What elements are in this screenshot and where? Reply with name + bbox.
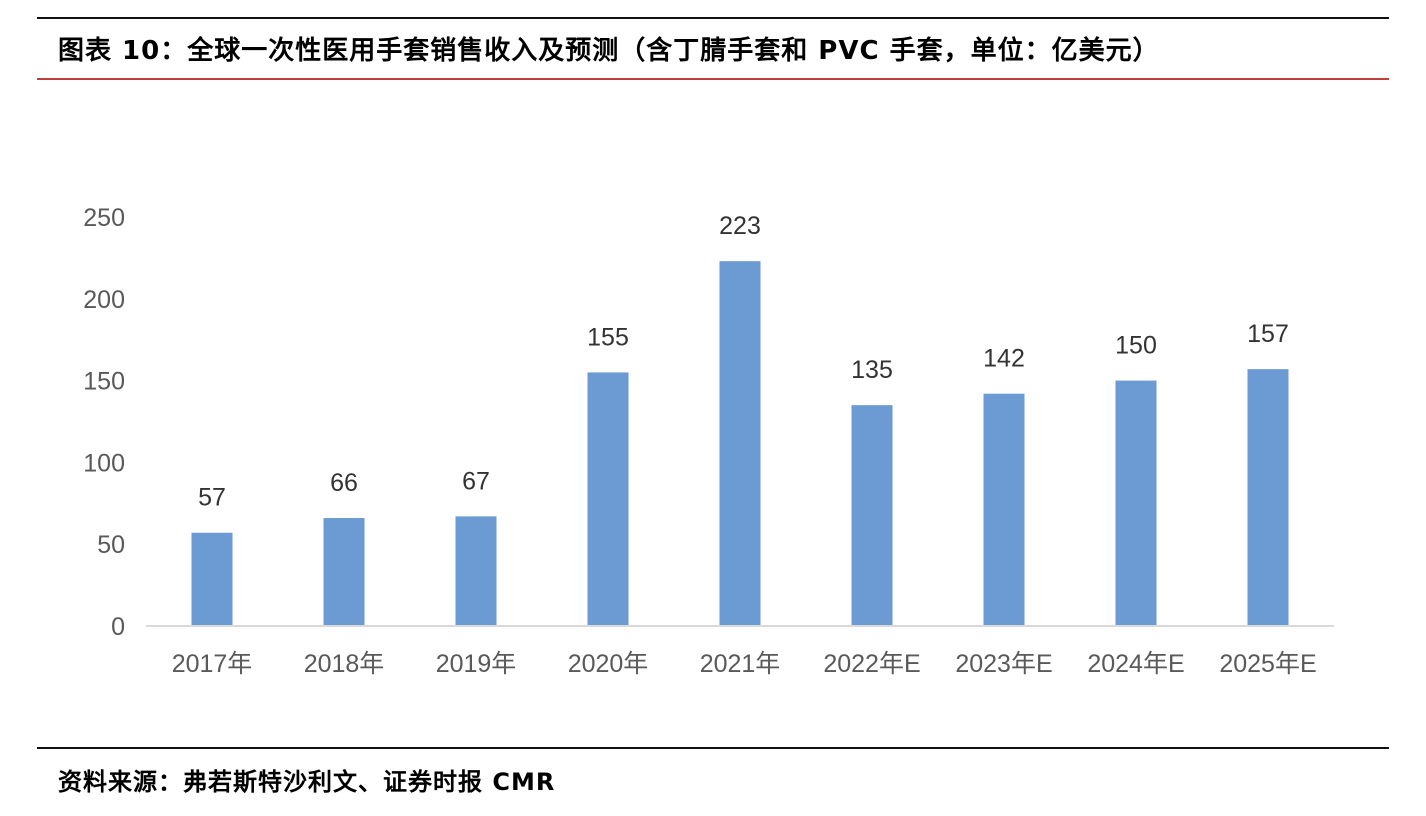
bar-data-labels: 57 66 67 155 223 135 142 150 157	[198, 212, 1289, 512]
x-axis-ticks: 2017年 2018年 2019年 2020年 2021年 2022年E 2023年E 202…	[172, 650, 1317, 678]
bar-value-label: 135	[851, 356, 893, 384]
x-tick-label: 2018年	[304, 650, 385, 678]
bar-value-label: 66	[330, 469, 358, 497]
bar-value-label: 57	[198, 484, 226, 512]
bar	[323, 518, 365, 626]
x-tick-label: 2020年	[568, 650, 649, 678]
bar	[1247, 369, 1289, 626]
bar	[1115, 380, 1157, 626]
bar-value-label: 157	[1247, 320, 1289, 348]
x-tick-label: 2024年E	[1087, 650, 1184, 678]
source-note: 资料来源：弗若斯特沙利文、证券时报 CMR	[58, 768, 556, 796]
x-tick-label: 2021年	[700, 650, 781, 678]
figure-title: 图表 10：全球一次性医用手套销售收入及预测（含丁腈手套和 PVC 手套，单位：…	[58, 36, 1160, 66]
bar	[191, 532, 233, 626]
bar-value-label: 67	[462, 467, 490, 495]
bar-value-label: 150	[1115, 332, 1157, 360]
bar	[587, 372, 629, 626]
title-underline	[37, 78, 1389, 80]
bottom-rule	[37, 747, 1389, 749]
y-tick-label: 100	[83, 449, 125, 477]
y-tick-label: 200	[83, 286, 125, 314]
y-tick-label: 50	[97, 531, 125, 559]
bar	[983, 393, 1025, 626]
bar	[455, 516, 497, 626]
x-tick-label: 2017年	[172, 650, 253, 678]
x-tick-label: 2022年E	[823, 650, 920, 678]
y-axis-ticks: 0 50 100 150 200 250	[83, 204, 125, 641]
top-rule	[37, 17, 1389, 19]
y-tick-label: 150	[83, 368, 125, 396]
bar	[851, 405, 893, 626]
x-tick-label: 2025年E	[1219, 650, 1316, 678]
x-tick-label: 2023年E	[955, 650, 1052, 678]
bar	[719, 261, 761, 626]
bar-value-label: 142	[983, 345, 1025, 373]
x-tick-label: 2019年	[436, 650, 517, 678]
bars	[191, 261, 1289, 626]
bar-value-label: 155	[587, 323, 629, 351]
bar-value-label: 223	[719, 212, 761, 240]
y-tick-label: 250	[83, 204, 125, 232]
y-tick-label: 0	[111, 613, 125, 641]
